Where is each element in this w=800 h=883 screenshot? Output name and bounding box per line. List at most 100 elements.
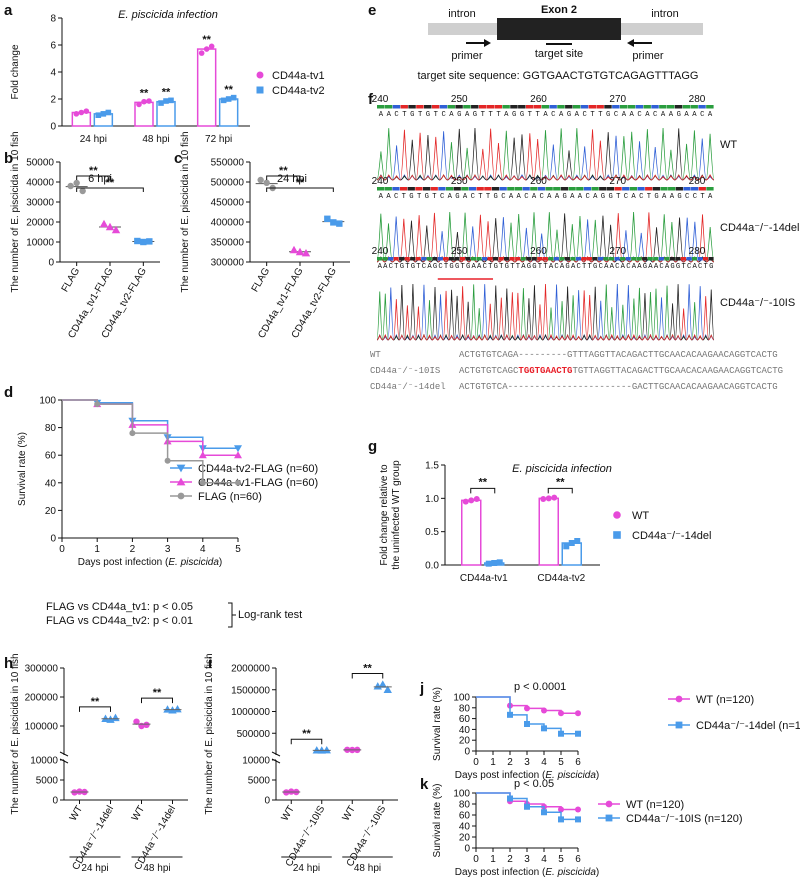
base-call: A [477, 263, 482, 271]
base-call: A [631, 193, 636, 201]
target-sequence: target site sequence: GGTGAACTGTGTCAGAGT… [418, 70, 699, 82]
intron-right-label: intron [651, 8, 679, 20]
quality-block [686, 257, 692, 261]
quality-block [430, 187, 438, 191]
trace-position-label: 260 [530, 176, 547, 187]
base-call: G [565, 263, 569, 271]
base-call: A [517, 193, 522, 201]
y-tick-label: 20 [459, 736, 471, 747]
comparison-bracket [351, 673, 384, 679]
x-tick-label: WT [130, 804, 147, 823]
quality-block [706, 105, 714, 109]
x-tick-label: 0 [59, 544, 65, 555]
base-call: T [432, 193, 437, 201]
quality-block [392, 105, 401, 109]
data-point [146, 98, 152, 104]
quality-block [407, 187, 415, 191]
base-call: C [687, 263, 692, 271]
y-axis-title: Survival rate (%) [17, 432, 28, 506]
legend-label: CD44a⁻/⁻-14del (n=120) [696, 720, 800, 732]
base-call: T [510, 263, 515, 271]
data-point [383, 685, 392, 693]
quality-block [520, 257, 526, 261]
base-call: G [593, 263, 597, 271]
base-call: T [405, 263, 410, 271]
quality-block [599, 187, 607, 191]
trace-position-label: 250 [451, 176, 468, 187]
quality-block [581, 257, 587, 261]
base-call: A [708, 111, 713, 119]
data-point [111, 713, 120, 722]
base-call: T [444, 263, 449, 271]
quality-block [459, 257, 465, 261]
alignment-sequence: ACTGTGTCAGA---------GTTTAGGTTACAGACTTGCA… [459, 350, 778, 360]
x-axis-title: Days post infection (E. piscicida) [455, 867, 600, 878]
y-tick-label: 10000 [26, 238, 54, 249]
panel-d-stat2: FLAG vs CD44a_tv2: p < 0.01 [46, 615, 193, 627]
y-tick-label: 40 [459, 822, 471, 833]
base-call: C [483, 263, 488, 271]
quality-block [502, 105, 510, 109]
base-call: C [700, 111, 705, 119]
data-point [295, 247, 305, 256]
base-call: G [676, 263, 680, 271]
base-call: T [538, 263, 543, 271]
significance-label: ** [140, 87, 149, 99]
y-tick-label: 80 [45, 423, 57, 434]
data-point [173, 704, 182, 713]
exon2-label: Exon 2 [541, 4, 577, 16]
y-axis-title: The number of E. piscicida in 10 fish [180, 131, 191, 292]
base-call: A [630, 111, 635, 119]
group-label: 24 hpi [293, 863, 320, 874]
alignment-row-label: CD44a⁻/⁻-10IS [370, 366, 440, 376]
data-point [146, 238, 153, 245]
data-point [524, 803, 530, 810]
significance-label: ** [153, 687, 162, 699]
trace-position-label: 280 [689, 176, 706, 187]
panel-a-chart: 0 2 4 6 8 Fold change 24 hpi 48 hpi ** ** 72 hpi **… [10, 14, 325, 146]
data-point [234, 451, 242, 459]
quality-block [614, 257, 620, 261]
data-point [105, 222, 115, 231]
quality-block [410, 257, 416, 261]
base-call: T [535, 111, 540, 119]
significance-label: ** [556, 476, 565, 488]
base-call: T [486, 193, 491, 201]
significance-label: ** [478, 476, 487, 488]
y-tick-label: 100000 [25, 722, 59, 733]
quality-block [484, 187, 492, 191]
legend-marker [605, 800, 613, 808]
legend-marker [176, 477, 186, 486]
y-tick-label: 20 [45, 506, 57, 517]
y-tick-label: 450000 [211, 198, 245, 209]
base-call: C [438, 263, 443, 271]
base-call: A [637, 263, 642, 271]
base-call: A [654, 263, 659, 271]
comparison-bracket [290, 738, 323, 745]
quality-block [487, 257, 493, 261]
panel-letter-f: f [368, 91, 374, 108]
x-tick-label: 5 [558, 757, 564, 768]
data-point [575, 806, 581, 813]
legend-label: CD44a⁻/⁻-10IS (n=120) [626, 813, 742, 825]
panel-k-pvalue: p < 0.05 [514, 778, 554, 790]
base-call: A [532, 193, 537, 201]
quality-block [384, 105, 393, 109]
data-point [208, 43, 215, 50]
legend-label: CD44a-tv2-FLAG (n=60) [198, 463, 318, 475]
base-call: T [402, 111, 407, 119]
x-tick-label: 4 [200, 544, 206, 555]
base-call: G [527, 263, 531, 271]
quality-block [603, 257, 609, 261]
quality-block [388, 257, 394, 261]
base-call: A [684, 111, 689, 119]
data-point [496, 559, 503, 566]
quality-block [604, 105, 612, 109]
quality-block [612, 105, 620, 109]
base-call: A [662, 193, 667, 201]
base-call: C [389, 263, 394, 271]
trace-14del-label: CD44a⁻/⁻-14del [720, 222, 800, 234]
